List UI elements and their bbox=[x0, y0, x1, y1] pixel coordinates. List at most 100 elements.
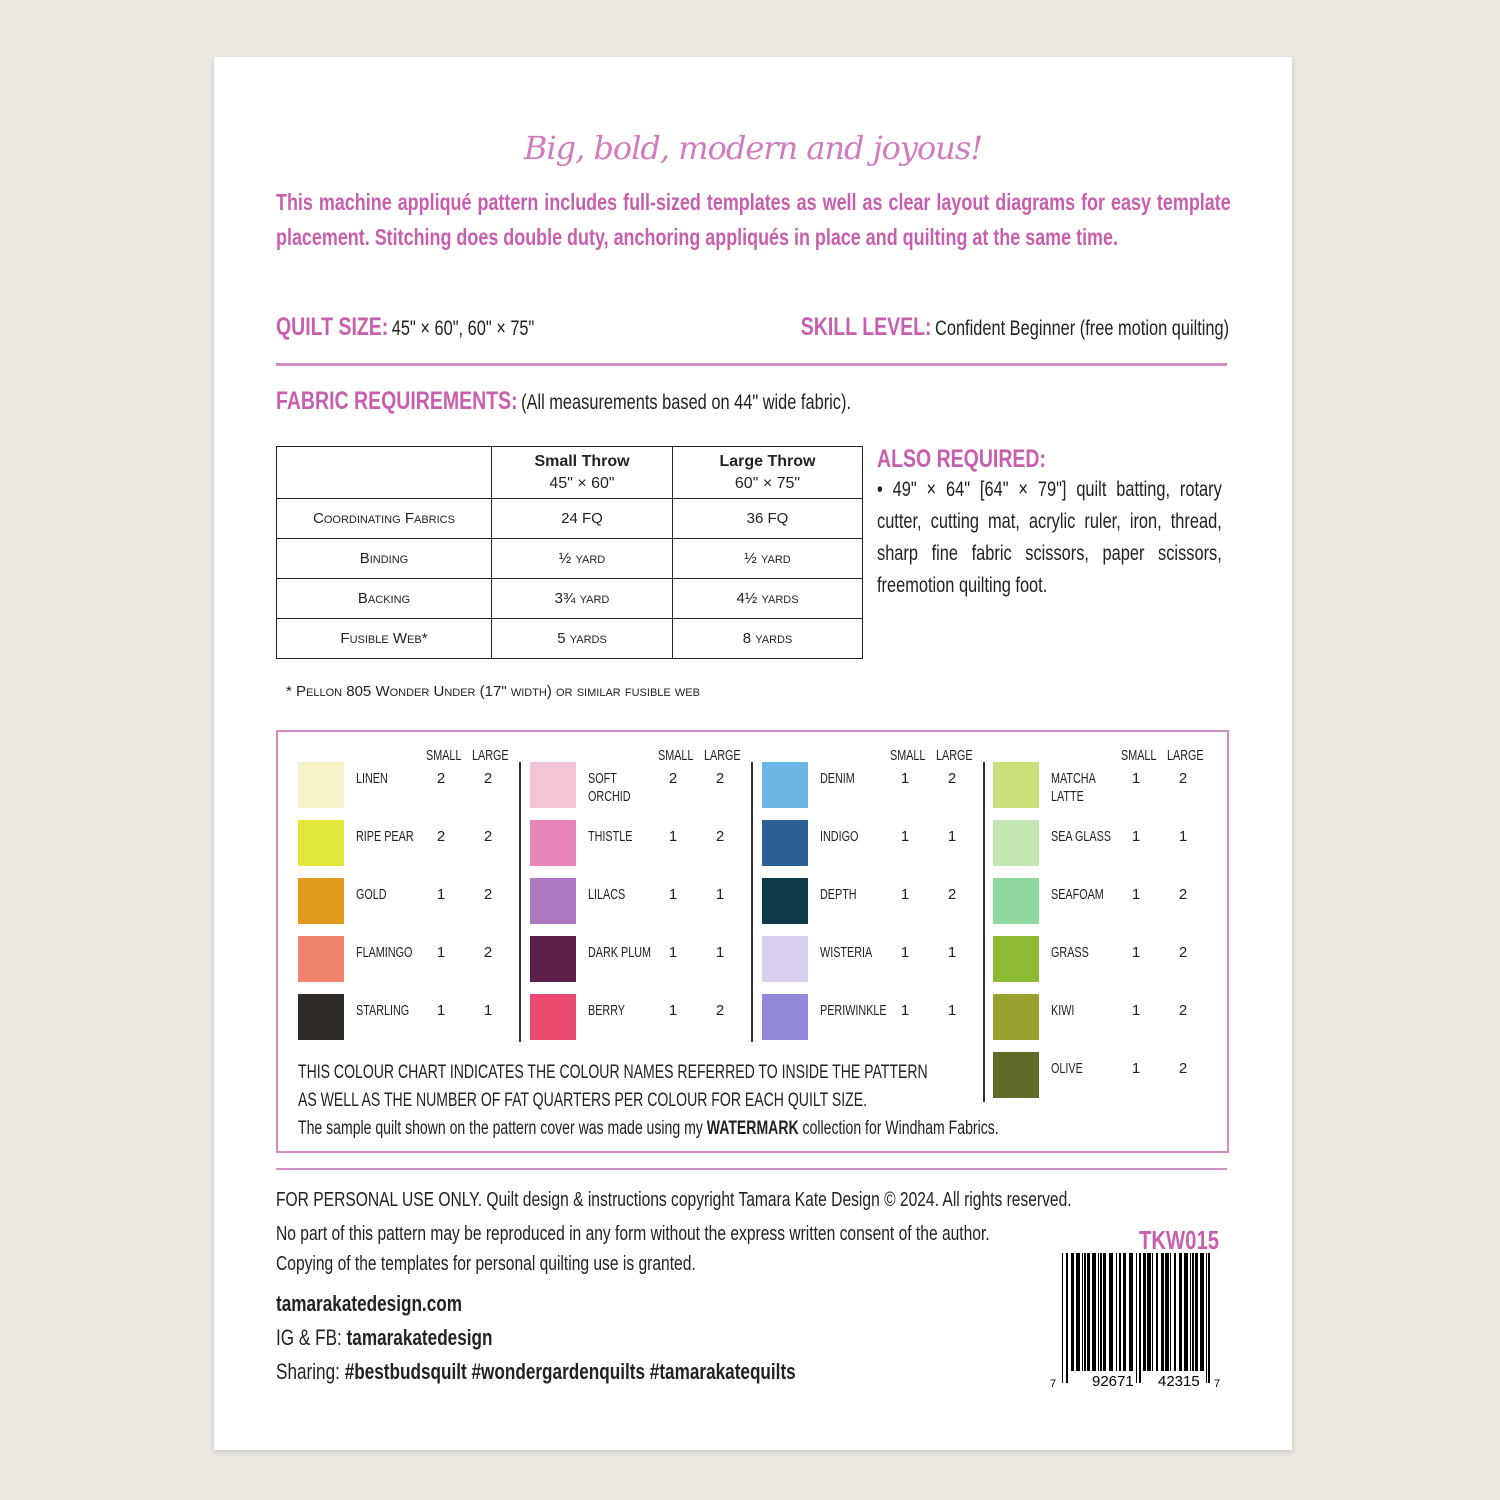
table-header bbox=[276, 446, 492, 499]
barcode-bar bbox=[1100, 1253, 1102, 1371]
chart-note: AS WELL AS THE NUMBER OF FAT QUARTERS PE… bbox=[298, 1090, 868, 1111]
small-count: 2 bbox=[436, 770, 446, 787]
fabric-swatch bbox=[762, 762, 808, 808]
colour-name: INDIGO bbox=[820, 828, 859, 845]
colour-row: DENIM 1 2 bbox=[762, 762, 994, 808]
colour-name: RIPE PEAR bbox=[356, 828, 414, 845]
fabric-swatch bbox=[993, 762, 1039, 808]
website-link[interactable]: tamarakatedesign.com bbox=[276, 1291, 462, 1316]
colour-row: PERIWINKLE 1 1 bbox=[762, 994, 994, 1040]
fabric-note: (All measurements based on 44" wide fabr… bbox=[521, 391, 851, 414]
colour-row: WISTERIA 1 1 bbox=[762, 936, 994, 982]
fabric-swatch bbox=[993, 878, 1039, 924]
small-count: 1 bbox=[436, 1002, 446, 1019]
small-count: 1 bbox=[1131, 770, 1141, 787]
header-sub: 45" × 60" bbox=[549, 474, 615, 492]
divider bbox=[276, 1168, 1227, 1170]
small-count: 1 bbox=[436, 944, 446, 961]
skill-level-label: SKILL LEVEL: bbox=[800, 313, 932, 341]
social-handle[interactable]: tamarakatedesign bbox=[346, 1325, 493, 1350]
colour-chart: THIS COLOUR CHART INDICATES THE COLOUR N… bbox=[276, 730, 1229, 1153]
table-header: Large Throw 60" × 75" bbox=[672, 446, 863, 499]
barcode-bar bbox=[1103, 1253, 1106, 1371]
header-title: Small Throw bbox=[534, 452, 630, 470]
large-count: 2 bbox=[483, 944, 493, 961]
table-row: Fusible Web* 5 yards 8 yards bbox=[276, 618, 863, 659]
also-required-label: ALSO REQUIRED: bbox=[877, 445, 1047, 473]
also-required: ALSO REQUIRED: • 49" × 64" [64" × 79"] q… bbox=[877, 445, 1222, 602]
barcode-digit: 7 bbox=[1214, 1378, 1220, 1390]
barcode-bar bbox=[1082, 1253, 1083, 1371]
barcode-bar bbox=[1119, 1253, 1121, 1371]
cell: ½ yard bbox=[491, 538, 673, 579]
colour-name: WISTERIA bbox=[820, 944, 873, 961]
barcode-bar bbox=[1076, 1253, 1080, 1371]
small-count: 2 bbox=[436, 828, 446, 845]
barcode-bar bbox=[1123, 1253, 1126, 1371]
note-text: collection for Windham Fabrics. bbox=[798, 1118, 999, 1139]
table-row: Coordinating Fabrics 24 FQ 36 FQ bbox=[276, 498, 863, 539]
pattern-back-cover: Big, bold, modern and joyous! This machi… bbox=[214, 57, 1292, 1450]
also-required-text: • 49" × 64" [64" × 79"] quilt batting, r… bbox=[877, 478, 1222, 597]
barcode-bar bbox=[1139, 1253, 1141, 1383]
small-count: 1 bbox=[668, 1002, 678, 1019]
small-count: 1 bbox=[900, 828, 910, 845]
table-row: Backing 3¾ yard 4½ yards bbox=[276, 578, 863, 619]
barcode-bar bbox=[1208, 1253, 1210, 1383]
colour-row: SEAFOAM 1 2 bbox=[993, 878, 1225, 924]
colour-row: DEPTH 1 2 bbox=[762, 878, 994, 924]
barcode-bar bbox=[1087, 1253, 1090, 1371]
large-count: 1 bbox=[715, 944, 725, 961]
fabric-table: Small Throw 45" × 60" Large Throw 60" × 75… bbox=[276, 446, 863, 659]
barcode: 7 92671 42315 7 bbox=[1050, 1253, 1220, 1390]
small-count: 1 bbox=[668, 944, 678, 961]
footnote: * Pellon 805 Wonder Under (17" width) or… bbox=[286, 683, 700, 700]
sharing-label: Sharing: bbox=[276, 1359, 345, 1384]
fabric-swatch bbox=[530, 762, 576, 808]
colour-row: LILACS 1 1 bbox=[530, 878, 762, 924]
small-header: SMALL bbox=[890, 747, 926, 764]
barcode-bar bbox=[1200, 1253, 1204, 1371]
colour-name: LILACS bbox=[588, 886, 626, 903]
sharing: Sharing: #bestbudsquilt #wondergardenqui… bbox=[276, 1359, 796, 1385]
small-header: SMALL bbox=[658, 747, 694, 764]
fabric-swatch bbox=[530, 878, 576, 924]
colour-name: DARK PLUM bbox=[588, 944, 652, 961]
cell: 36 FQ bbox=[672, 498, 863, 539]
cell: 8 yards bbox=[672, 618, 863, 659]
large-header: LARGE bbox=[472, 747, 509, 764]
colour-row: FLAMINGO 1 2 bbox=[298, 936, 530, 982]
hashtags: #bestbudsquilt #wondergardenquilts #tama… bbox=[344, 1359, 796, 1384]
barcode-bar bbox=[1192, 1253, 1194, 1371]
colour-name: LINEN bbox=[356, 770, 388, 787]
skill-level-value: Confident Beginner (free motion quilting… bbox=[934, 317, 1229, 340]
column-divider bbox=[751, 762, 753, 1042]
fabric-swatch bbox=[298, 994, 344, 1040]
column-divider bbox=[519, 762, 521, 1042]
barcode-bar bbox=[1092, 1253, 1096, 1371]
copyright-line: FOR PERSONAL USE ONLY. Quilt design & in… bbox=[276, 1189, 1072, 1211]
colour-name: STARLING bbox=[356, 1002, 410, 1019]
barcode-bar bbox=[1206, 1253, 1207, 1383]
colour-row: INDIGO 1 1 bbox=[762, 820, 994, 866]
fabric-swatch bbox=[530, 994, 576, 1040]
cell: 24 FQ bbox=[491, 498, 673, 539]
small-header: SMALL bbox=[426, 747, 462, 764]
quilt-size-label: QUILT SIZE: bbox=[276, 313, 389, 341]
social-label: IG & FB: bbox=[276, 1325, 347, 1350]
small-count: 1 bbox=[900, 1002, 910, 1019]
fabric-swatch bbox=[993, 994, 1039, 1040]
barcode-bar bbox=[1161, 1253, 1164, 1371]
colour-name: OLIVE bbox=[1051, 1060, 1083, 1077]
barcode-bar bbox=[1066, 1253, 1068, 1383]
fabric-swatch bbox=[762, 994, 808, 1040]
large-count: 2 bbox=[947, 886, 957, 903]
cell: Backing bbox=[276, 578, 492, 619]
large-count: 2 bbox=[1178, 770, 1188, 787]
barcode-bar bbox=[1152, 1253, 1153, 1371]
large-count: 2 bbox=[715, 770, 725, 787]
large-count: 2 bbox=[483, 886, 493, 903]
large-count: 1 bbox=[715, 886, 725, 903]
colour-row: STARLING 1 1 bbox=[298, 994, 530, 1040]
table-row: Binding ½ yard ½ yard bbox=[276, 538, 863, 579]
